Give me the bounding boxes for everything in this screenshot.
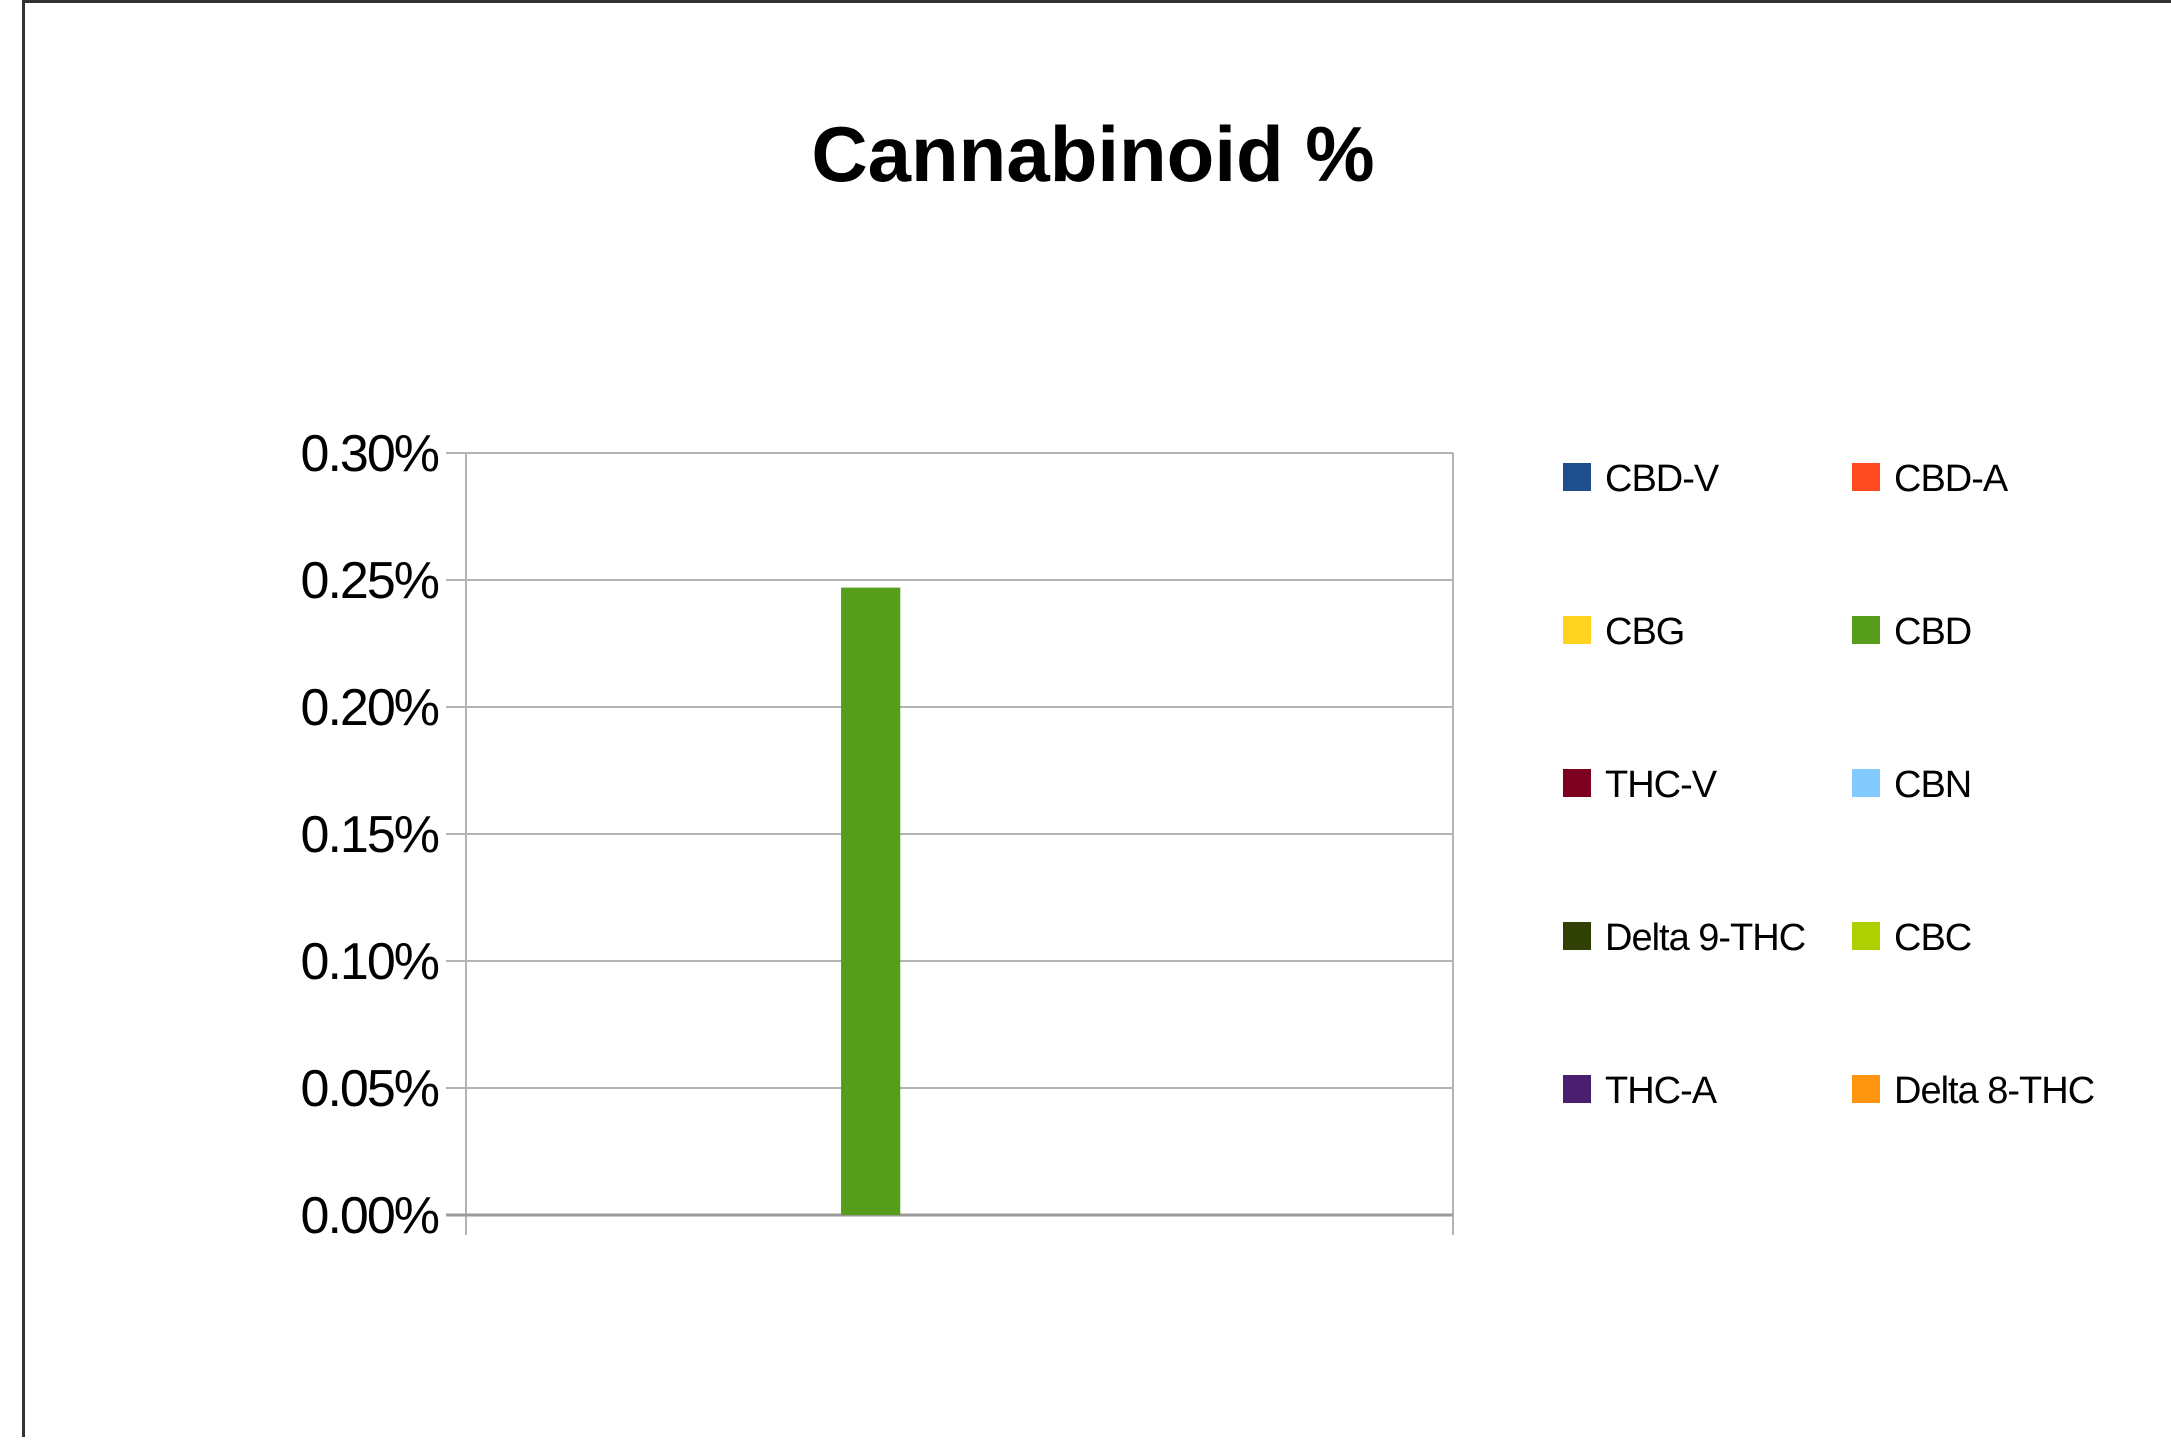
y-tick-label: 0.10% [301,933,439,991]
y-tick-label: 0.15% [301,806,439,864]
legend-label: Delta 9-THC [1605,917,1805,959]
bar-cbd [841,587,901,1215]
y-tick-label: 0.05% [301,1060,439,1118]
legend-swatch [1852,616,1880,644]
chart: Cannabinoid % 0.00%0.05%0.10%0.15%0.20%0… [301,110,2096,1245]
y-tick-label: 0.00% [301,1187,439,1245]
legend-swatch [1563,463,1591,491]
bars [841,587,901,1215]
chart-frame: Cannabinoid % 0.00% 0.05% 0.10% 0.15% 0.20% 0… [22,0,2171,1437]
legend-label: CBN [1894,764,1971,806]
legend-label: CBC [1894,917,1971,959]
legend-swatch [1852,769,1880,797]
legend-label: Delta 8-THC [1894,1070,2094,1112]
grid [446,452,1454,1235]
y-tick-label: 0.25% [301,552,439,610]
legend-label: CBG [1605,611,1684,653]
legend-swatch [1563,922,1591,950]
y-tick-label: 0.30% [301,425,439,483]
legend-swatch [1563,1075,1591,1103]
legend: CBD-V CBD-A CBG CBD THC-V CBN Delta 9-THC CBC TH… [1563,458,2095,1112]
legend-swatch [1563,769,1591,797]
y-axis-ticks: 0.00% 0.05% 0.10% 0.15% 0.20% 0.25% 0.30% [301,425,441,1245]
legend-swatch [1563,616,1591,644]
legend-label: CBD-V [1605,458,1720,500]
chart-title: Cannabinoid % [811,110,1374,198]
legend-label: CBD [1894,611,1971,653]
legend-swatch [1852,1075,1880,1103]
legend-label: THC-V [1605,764,1718,806]
y-tick-label: 0.20% [301,679,439,737]
legend-swatch [1852,463,1880,491]
legend-label: CBD-A [1894,458,2009,500]
legend-swatch [1852,922,1880,950]
legend-label: THC-A [1605,1070,1718,1112]
